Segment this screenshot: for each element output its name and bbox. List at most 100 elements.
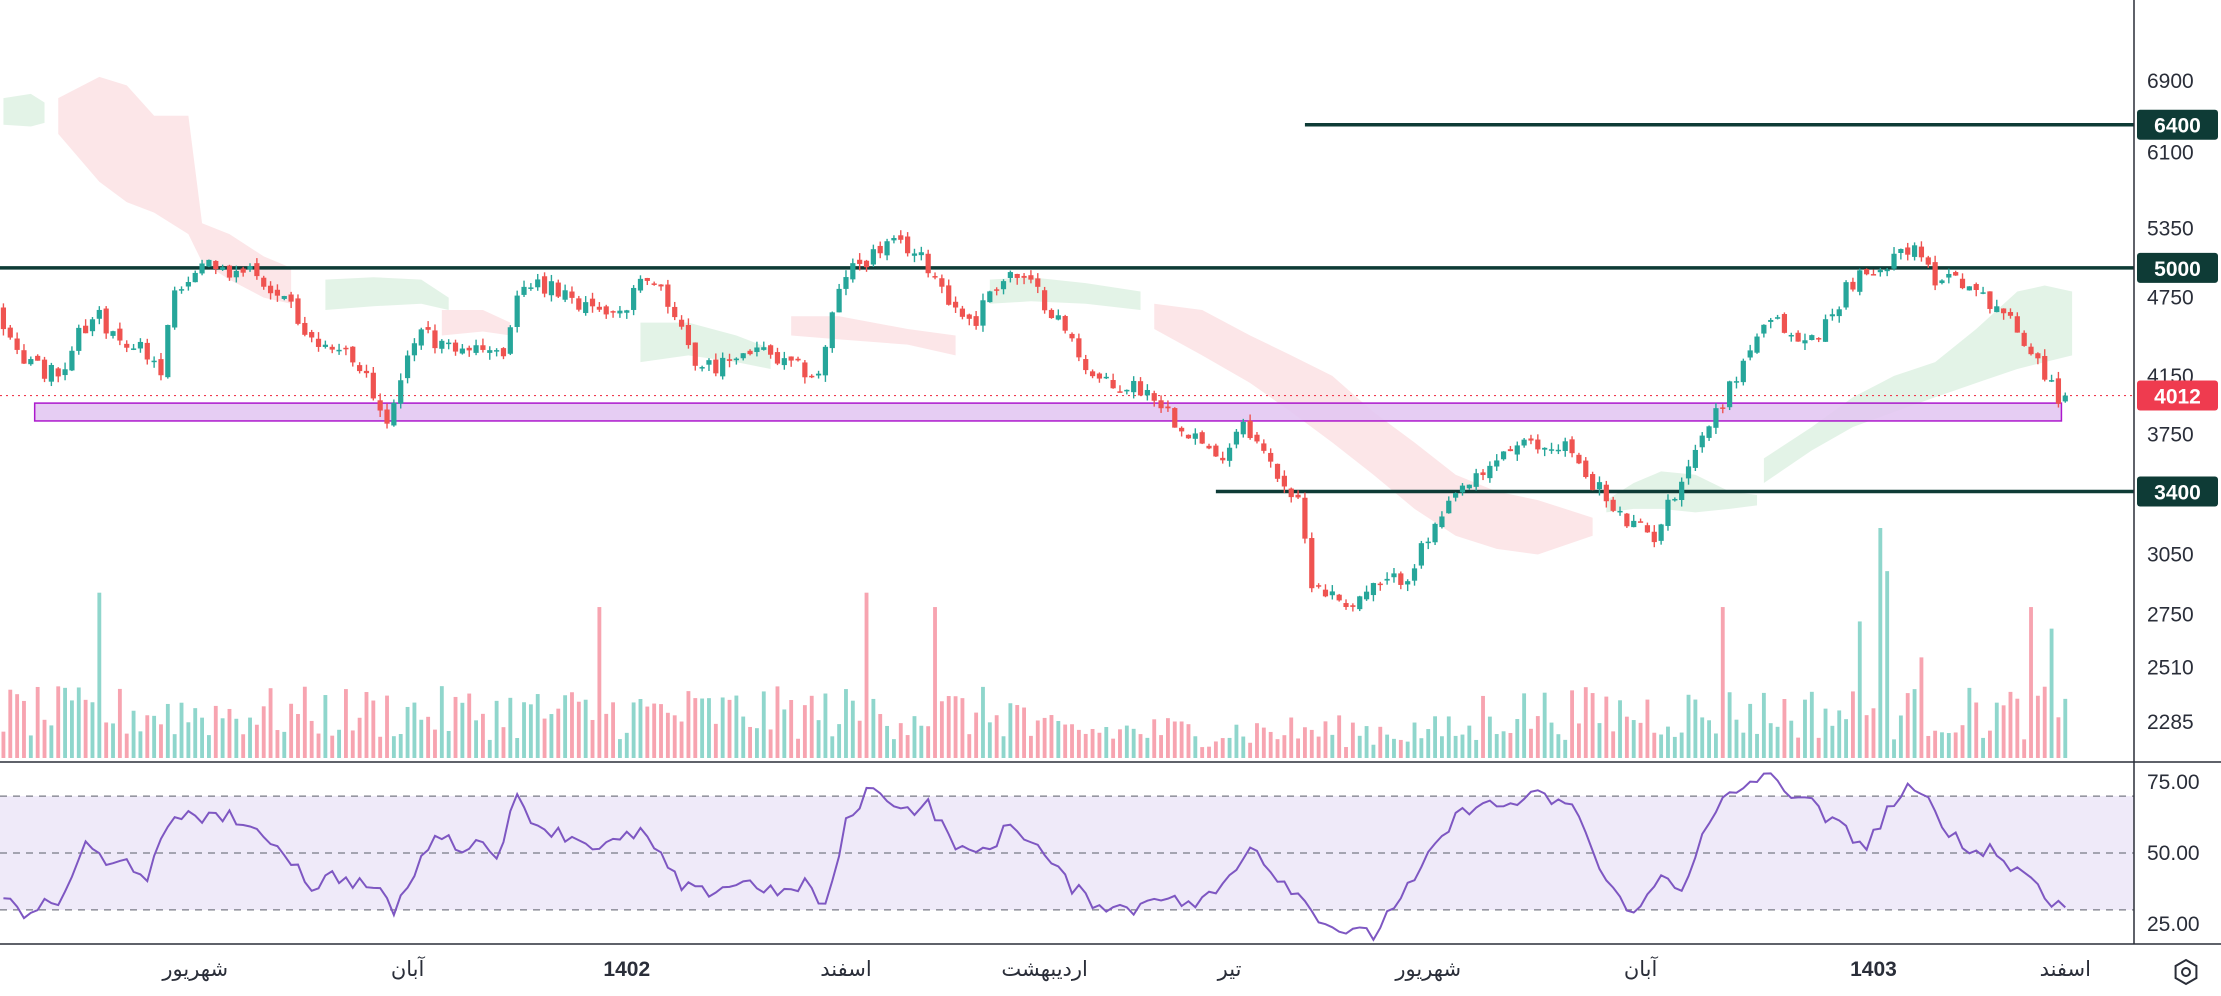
candle[interactable]	[1699, 432, 1705, 453]
candle[interactable]	[1761, 324, 1767, 338]
candle[interactable]	[631, 285, 637, 316]
candle[interactable]	[1788, 332, 1794, 342]
candle[interactable]	[1144, 384, 1150, 401]
candle[interactable]	[1199, 430, 1205, 445]
candle[interactable]	[1809, 334, 1815, 341]
candle[interactable]	[55, 367, 61, 383]
candle[interactable]	[295, 294, 301, 326]
candle[interactable]	[1637, 518, 1644, 523]
candle[interactable]	[1500, 451, 1507, 461]
candle[interactable]	[1870, 269, 1877, 276]
candle[interactable]	[309, 329, 315, 343]
candle[interactable]	[1233, 428, 1240, 449]
candle[interactable]	[1672, 497, 1678, 502]
candle[interactable]	[1363, 585, 1370, 601]
candle[interactable]	[41, 356, 48, 383]
candle[interactable]	[1795, 330, 1801, 342]
candle[interactable]	[781, 351, 787, 370]
candle[interactable]	[1042, 286, 1048, 314]
candle[interactable]	[1261, 439, 1267, 454]
candle[interactable]	[254, 258, 260, 280]
candle[interactable]	[1740, 358, 1746, 386]
candle[interactable]	[398, 373, 404, 409]
candle[interactable]	[973, 311, 979, 330]
candle[interactable]	[624, 309, 630, 319]
candle[interactable]	[1124, 389, 1130, 395]
candle[interactable]	[959, 305, 966, 320]
candle[interactable]	[1891, 247, 1897, 271]
candle[interactable]	[446, 339, 452, 350]
candle[interactable]	[178, 286, 185, 294]
candle[interactable]	[247, 263, 253, 272]
candle[interactable]	[713, 353, 719, 377]
candle[interactable]	[555, 279, 561, 299]
candle[interactable]	[500, 347, 507, 360]
candle[interactable]	[918, 246, 924, 261]
support-zone-rectangle[interactable]	[33, 402, 2063, 422]
candle[interactable]	[1966, 286, 1972, 291]
candle[interactable]	[1000, 279, 1007, 295]
candle[interactable]	[89, 317, 96, 337]
candle[interactable]	[1733, 376, 1740, 389]
candle[interactable]	[843, 270, 849, 296]
candle[interactable]	[685, 318, 692, 349]
candle[interactable]	[1822, 314, 1829, 342]
candle[interactable]	[637, 275, 644, 293]
candle[interactable]	[28, 356, 34, 366]
candle[interactable]	[1268, 448, 1274, 468]
candle[interactable]	[1781, 312, 1788, 334]
candle[interactable]	[1610, 496, 1616, 513]
candle[interactable]	[370, 367, 376, 401]
candle[interactable]	[1816, 337, 1822, 343]
candle[interactable]	[1727, 380, 1733, 411]
candle[interactable]	[288, 291, 294, 309]
candle[interactable]	[2001, 308, 2007, 320]
candle[interactable]	[1507, 445, 1514, 452]
candle[interactable]	[1405, 579, 1411, 592]
candle[interactable]	[1446, 496, 1452, 514]
candle[interactable]	[596, 302, 602, 312]
candle[interactable]	[1706, 425, 1712, 441]
candle[interactable]	[610, 310, 616, 318]
candle[interactable]	[1631, 514, 1637, 528]
candle[interactable]	[363, 364, 370, 378]
candle[interactable]	[384, 403, 390, 429]
candle[interactable]	[850, 258, 856, 283]
candle[interactable]	[980, 293, 986, 332]
candle[interactable]	[1083, 354, 1089, 375]
candle[interactable]	[1911, 242, 1918, 261]
candle[interactable]	[1226, 443, 1233, 467]
candle[interactable]	[1151, 390, 1157, 407]
candle[interactable]	[1028, 270, 1034, 284]
candle[interactable]	[329, 344, 335, 354]
candle[interactable]	[21, 344, 27, 364]
candle[interactable]	[617, 306, 623, 318]
candle[interactable]	[117, 322, 123, 346]
candle[interactable]	[1918, 241, 1925, 262]
candle[interactable]	[726, 353, 733, 368]
candle[interactable]	[1946, 268, 1952, 284]
candle[interactable]	[1055, 309, 1061, 321]
candle[interactable]	[206, 259, 212, 268]
candle[interactable]	[1021, 273, 1027, 285]
candle[interactable]	[1302, 492, 1308, 544]
candle[interactable]	[172, 286, 178, 330]
candle[interactable]	[2035, 352, 2041, 365]
candle[interactable]	[939, 274, 945, 294]
rsi-pane[interactable]	[0, 772, 2134, 942]
candle[interactable]	[411, 338, 418, 362]
candle[interactable]	[1288, 487, 1294, 503]
candle[interactable]	[1110, 373, 1116, 389]
candle[interactable]	[651, 281, 657, 286]
candle[interactable]	[761, 341, 767, 351]
candle[interactable]	[870, 244, 876, 267]
candle[interactable]	[1959, 273, 1966, 290]
candle[interactable]	[1665, 494, 1671, 531]
candle[interactable]	[473, 339, 479, 356]
candle[interactable]	[2048, 374, 2055, 383]
candle[interactable]	[2014, 312, 2020, 333]
candle[interactable]	[96, 306, 102, 325]
candle[interactable]	[672, 301, 678, 321]
candle[interactable]	[966, 313, 972, 326]
candle[interactable]	[1213, 443, 1219, 457]
